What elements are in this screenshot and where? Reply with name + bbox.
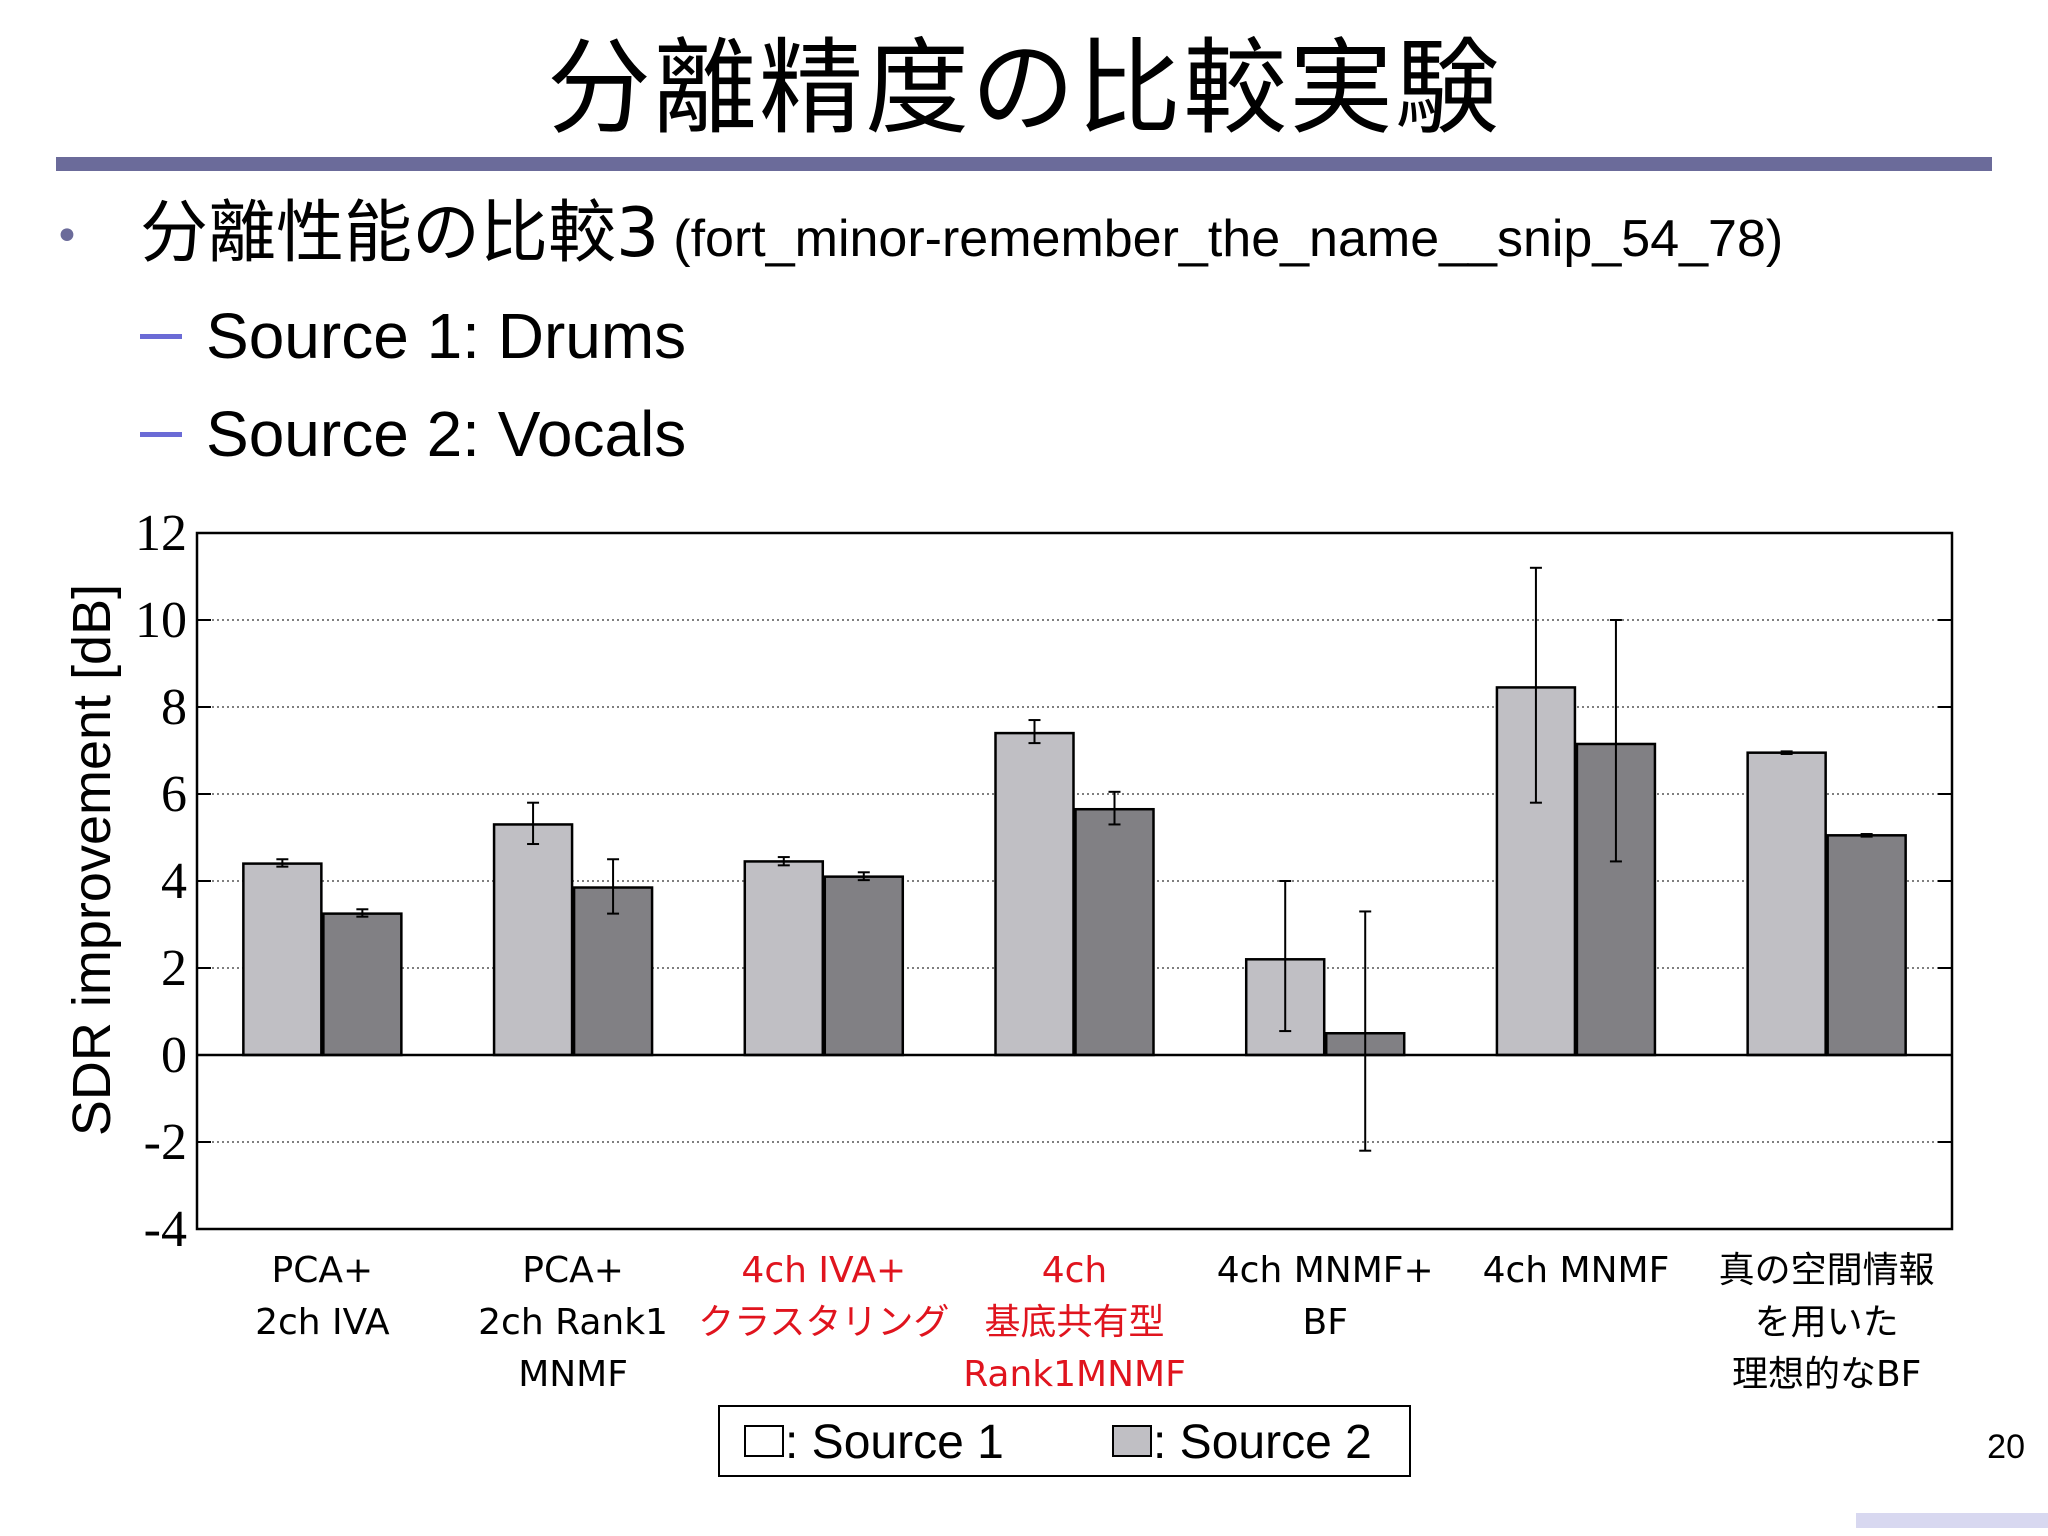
slide-title: 分離精度の比較実験 <box>546 27 1501 149</box>
bar-source-1 <box>242 862 323 1057</box>
y-tick-label: 2 <box>161 940 187 997</box>
sub-item-source-1: Source 1: Drums <box>140 294 686 378</box>
category-label: 基底共有型 <box>984 1302 1164 1343</box>
corner-decoration-bar <box>1856 1513 2048 1528</box>
category-label: 4ch MNMF+ <box>1217 1250 1434 1291</box>
category-label: クラスタリング <box>698 1302 949 1343</box>
bar-source-1 <box>994 731 1075 1057</box>
bullet-main-text: 分離性能の比較3 <box>140 193 660 273</box>
bar-source-2 <box>1074 807 1155 1057</box>
category-label: PCA+ <box>272 1250 374 1291</box>
legend-swatch-source-1 <box>744 1425 784 1457</box>
legend-label-source-2: : Source 2 <box>1153 1416 1372 1469</box>
bar-source-1 <box>492 823 574 1057</box>
y-tick-label: 4 <box>161 853 187 910</box>
sub-item-source-2: Source 2: Vocals <box>140 392 686 476</box>
bar-source-2 <box>322 912 403 1057</box>
legend-box <box>718 1405 1411 1477</box>
category-label: 理想的なBF <box>1732 1354 1921 1395</box>
bullet-note-text: (fort_minor-remember_the_name__snip_54_7… <box>673 209 1784 268</box>
y-tick-label: 0 <box>161 1027 187 1084</box>
y-axis-label: SDR improvement [dB] <box>62 584 122 1136</box>
y-tick-label: 10 <box>135 592 187 649</box>
category-label: 4ch IVA+ <box>741 1250 906 1291</box>
legend: : Source 1 : Source 2 <box>718 1405 1411 1477</box>
legend-label-source-1: : Source 1 <box>785 1416 1004 1469</box>
bar-source-1 <box>1746 751 1827 1057</box>
sub-item-text: Source 1: Drums <box>206 300 687 372</box>
bullet-dot-icon: • <box>54 210 80 262</box>
y-tick-label: 12 <box>135 505 187 562</box>
category-label: を用いた <box>1755 1302 1899 1343</box>
sdr-bar-chart: -4 -2 0 2 4 6 8 10 12 PCA+ 2ch IVA PCA+ 2ch Rank1 MN… <box>62 505 1954 1477</box>
category-label: PCA+ <box>522 1250 624 1291</box>
bar-source-2 <box>823 875 905 1057</box>
category-label: 2ch IVA <box>255 1302 390 1343</box>
y-tick-labels: -4 -2 0 2 4 6 8 10 12 <box>135 505 187 1258</box>
y-tick-label: -4 <box>144 1201 187 1258</box>
page-number: 20 <box>1987 1428 2025 1466</box>
bar-source-1 <box>743 860 825 1057</box>
category-label: 4ch <box>1042 1250 1108 1291</box>
y-tick-label: 6 <box>161 766 187 823</box>
sub-item-text: Source 2: Vocals <box>206 398 687 470</box>
y-tick-label: -2 <box>144 1114 187 1171</box>
error-bars <box>276 566 1873 1152</box>
title-underline-bar <box>56 157 1992 171</box>
category-label: 真の空間情報 <box>1719 1250 1935 1291</box>
bars <box>242 686 1907 1057</box>
category-label: 4ch MNMF <box>1483 1250 1670 1291</box>
bar-source-2 <box>1826 834 1907 1057</box>
y-tick-label: 8 <box>161 679 187 736</box>
legend-swatch-source-2 <box>1112 1425 1152 1457</box>
category-label: Rank1MNMF <box>963 1354 1186 1395</box>
dash-icon <box>140 431 182 437</box>
category-label: 2ch Rank1 <box>478 1302 668 1343</box>
dash-icon <box>140 333 182 339</box>
plot-frame <box>195 531 1954 1231</box>
category-label: BF <box>1303 1302 1348 1343</box>
bullet-item: • 分離性能の比較3 (fort_minor-remember_the_name_… <box>28 193 1783 279</box>
category-labels: PCA+ 2ch IVA PCA+ 2ch Rank1 MNMF 4ch IVA+ クラスタ… <box>255 1250 1935 1395</box>
bullet-text: 分離性能の比較3 (fort_minor-remember_the_name__s… <box>140 191 1783 282</box>
category-label: MNMF <box>518 1354 628 1395</box>
